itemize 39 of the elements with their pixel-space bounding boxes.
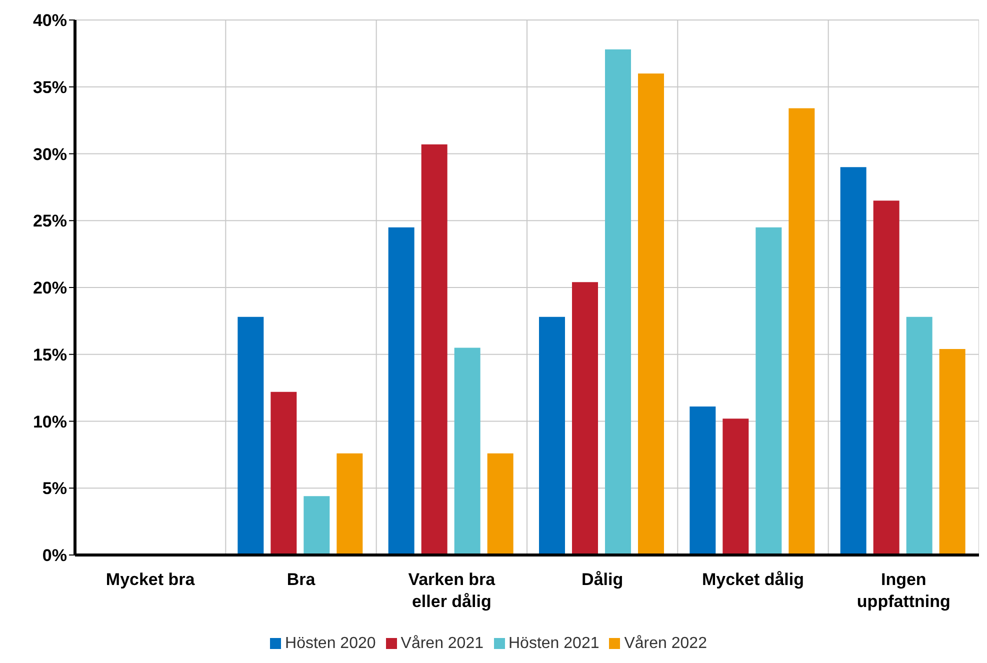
x-tick-label: Varken bra eller dålig <box>408 570 496 611</box>
bar <box>336 453 363 555</box>
y-tick-label: 40% <box>32 11 67 30</box>
bar <box>388 227 414 555</box>
bar <box>539 316 565 555</box>
bar <box>572 282 598 555</box>
y-tick-label: 10% <box>32 412 67 432</box>
y-tick-label: 15% <box>32 345 67 364</box>
y-tick-label: 20% <box>32 278 67 298</box>
legend-label: Våren 2021 <box>400 635 484 652</box>
bar <box>454 348 480 555</box>
bar <box>421 144 448 555</box>
bar <box>939 349 966 555</box>
bar <box>840 167 866 555</box>
x-tick-label: Dålig <box>582 570 624 589</box>
bar <box>304 496 330 555</box>
y-tick-label: 30% <box>32 144 67 164</box>
x-tick-label: Mycket dålig <box>702 570 804 589</box>
bar <box>238 316 264 555</box>
x-tick-label: Mycket bra <box>106 570 196 589</box>
y-tick-label: 0% <box>42 546 67 566</box>
x-tick-label: Ingen uppfattning <box>856 570 950 611</box>
bar <box>270 392 297 555</box>
legend-label: Hösten 2021 <box>508 635 600 652</box>
y-tick-label: 5% <box>42 479 67 498</box>
bar <box>487 453 514 555</box>
bar <box>873 200 900 555</box>
bar <box>690 406 716 555</box>
y-tick-label: 25% <box>32 212 67 231</box>
bar <box>756 227 782 555</box>
bar <box>906 316 932 555</box>
legend-label: Hösten 2020 <box>285 635 376 652</box>
bar <box>788 108 815 555</box>
y-tick-label: 35% <box>32 78 67 97</box>
legend-label: Våren 2022 <box>624 635 707 652</box>
bar <box>722 418 749 555</box>
x-tick-label: Bra <box>286 570 316 589</box>
bar <box>605 49 631 555</box>
bar <box>638 74 664 555</box>
